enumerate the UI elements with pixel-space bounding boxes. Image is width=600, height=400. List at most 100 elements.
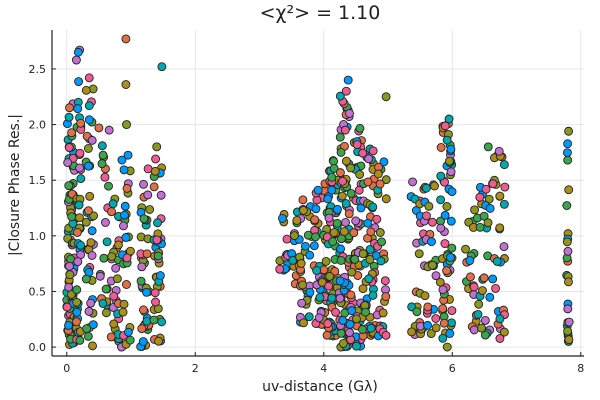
data-point (138, 305, 148, 315)
chart-title: <χ²> = 1.10 (260, 2, 381, 24)
data-point (564, 185, 574, 195)
data-point (145, 205, 155, 214)
data-point (119, 221, 128, 231)
data-point (87, 251, 97, 260)
data-point (436, 171, 446, 181)
data-point (139, 179, 148, 189)
data-point (564, 277, 573, 287)
data-point (358, 284, 368, 294)
data-point (438, 304, 448, 313)
data-point (407, 327, 417, 337)
data-point (337, 191, 347, 201)
data-point (481, 184, 491, 194)
data-point (84, 73, 94, 83)
data-point (327, 293, 337, 303)
data-point (440, 121, 450, 131)
data-point (107, 252, 117, 261)
data-point (83, 331, 93, 341)
data-point (358, 249, 368, 259)
data-point (101, 284, 111, 294)
data-point (152, 142, 162, 152)
data-point (423, 320, 433, 330)
data-point (84, 161, 93, 171)
data-point (142, 249, 152, 259)
data-point (488, 274, 498, 284)
data-point (438, 333, 448, 343)
data-point (480, 330, 490, 340)
data-point (86, 298, 96, 308)
data-point (107, 207, 116, 217)
data-point (157, 317, 167, 327)
data-point (338, 316, 348, 325)
data-point (341, 86, 351, 96)
data-point (445, 329, 455, 338)
y-tick-label: 0.5 (29, 285, 47, 298)
data-point (67, 128, 77, 138)
data-point (75, 335, 85, 345)
data-point (346, 335, 356, 345)
data-point (109, 291, 119, 301)
data-point (64, 261, 74, 271)
data-point (137, 324, 147, 334)
data-point (499, 199, 509, 209)
data-point (73, 47, 83, 57)
data-point (461, 244, 471, 254)
x-tick-label: 6 (449, 362, 456, 375)
data-point (351, 216, 361, 226)
data-point (150, 166, 160, 176)
data-point (564, 126, 574, 136)
data-point (275, 264, 285, 274)
data-point (305, 287, 315, 297)
data-point (72, 317, 81, 327)
data-point (75, 148, 85, 158)
data-point (100, 217, 110, 227)
data-point (483, 218, 493, 228)
data-point (349, 228, 359, 238)
data-point (312, 266, 322, 276)
data-point (485, 203, 495, 213)
data-point (338, 338, 348, 348)
data-point (563, 139, 573, 149)
tick-labels: 0 2 4 6 8 0.0 0.5 1.0 1.5 2.0 2.5 (29, 63, 585, 375)
data-point (122, 183, 132, 193)
data-point (436, 143, 446, 152)
data-point (72, 297, 82, 307)
data-point (97, 159, 107, 169)
data-point (157, 62, 167, 72)
data-point (321, 256, 331, 266)
data-point (311, 232, 320, 242)
data-point (341, 199, 351, 209)
data-point (121, 80, 131, 89)
data-point (72, 227, 82, 237)
data-point (329, 228, 339, 237)
data-point (139, 214, 149, 224)
data-point (104, 125, 114, 135)
data-point (361, 307, 370, 317)
data-point (562, 237, 572, 247)
data-point (499, 327, 509, 337)
data-point (67, 212, 77, 222)
data-point (122, 120, 131, 130)
data-point (380, 276, 390, 286)
data-point (341, 156, 351, 166)
data-point (424, 201, 434, 211)
data-point (442, 135, 452, 145)
data-point (73, 104, 83, 114)
data-point (154, 336, 164, 346)
data-point (477, 286, 487, 295)
data-point (352, 314, 361, 324)
data-point (446, 216, 456, 226)
data-point (84, 206, 93, 216)
data-point (440, 210, 450, 220)
x-tick-label: 8 (577, 362, 584, 375)
data-point (335, 276, 345, 286)
data-point (108, 199, 118, 209)
data-point (365, 255, 375, 264)
data-point (149, 182, 159, 192)
data-point (495, 314, 505, 324)
y-tick-label: 1.5 (29, 174, 47, 187)
data-point (445, 252, 455, 262)
data-point (347, 306, 357, 316)
data-point (442, 342, 452, 352)
data-point (81, 217, 91, 227)
